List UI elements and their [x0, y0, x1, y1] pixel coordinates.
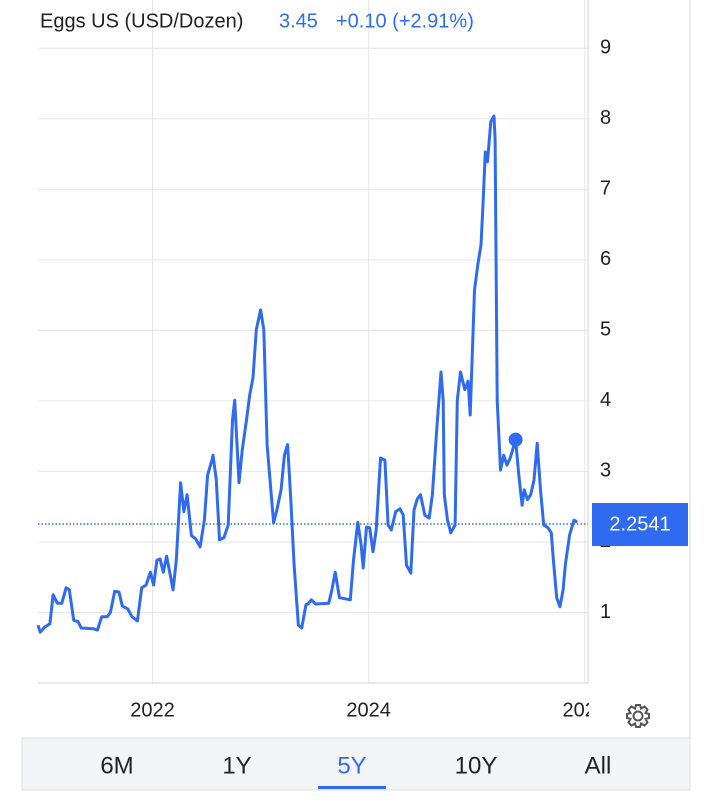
range-selected-underline: [318, 786, 386, 789]
chart-title: Eggs US (USD/Dozen): [40, 10, 243, 32]
range-button[interactable]: 1Y: [222, 752, 251, 779]
y-tick-label: 7: [600, 178, 611, 200]
x-tick-label: 2026: [563, 699, 608, 721]
x-tick-label: 2022: [130, 699, 175, 721]
price-label: 2.2541: [609, 513, 670, 535]
x-tick-label: 2024: [346, 699, 391, 721]
quote-change: +0.10 (+2.91%): [336, 10, 474, 32]
range-button[interactable]: 6M: [100, 752, 133, 779]
y-tick-label: 9: [600, 37, 611, 59]
range-button[interactable]: All: [585, 752, 612, 779]
range-button[interactable]: 10Y: [455, 752, 498, 779]
range-bar: [21, 737, 691, 791]
range-button[interactable]: 5Y: [337, 752, 366, 779]
y-tick-label: 6: [600, 248, 611, 270]
hover-dot: [508, 432, 523, 447]
price-line: [36, 114, 579, 634]
y-tick-label: 4: [600, 389, 611, 411]
quote-value: 3.45: [279, 10, 318, 32]
y-tick-label: 5: [600, 319, 611, 341]
price-label-box: [592, 503, 688, 547]
settings-icon[interactable]: [626, 704, 650, 728]
y-tick-label: 1: [600, 601, 611, 623]
y-tick-label: 8: [600, 107, 611, 129]
y-tick-label: 3: [600, 460, 611, 482]
